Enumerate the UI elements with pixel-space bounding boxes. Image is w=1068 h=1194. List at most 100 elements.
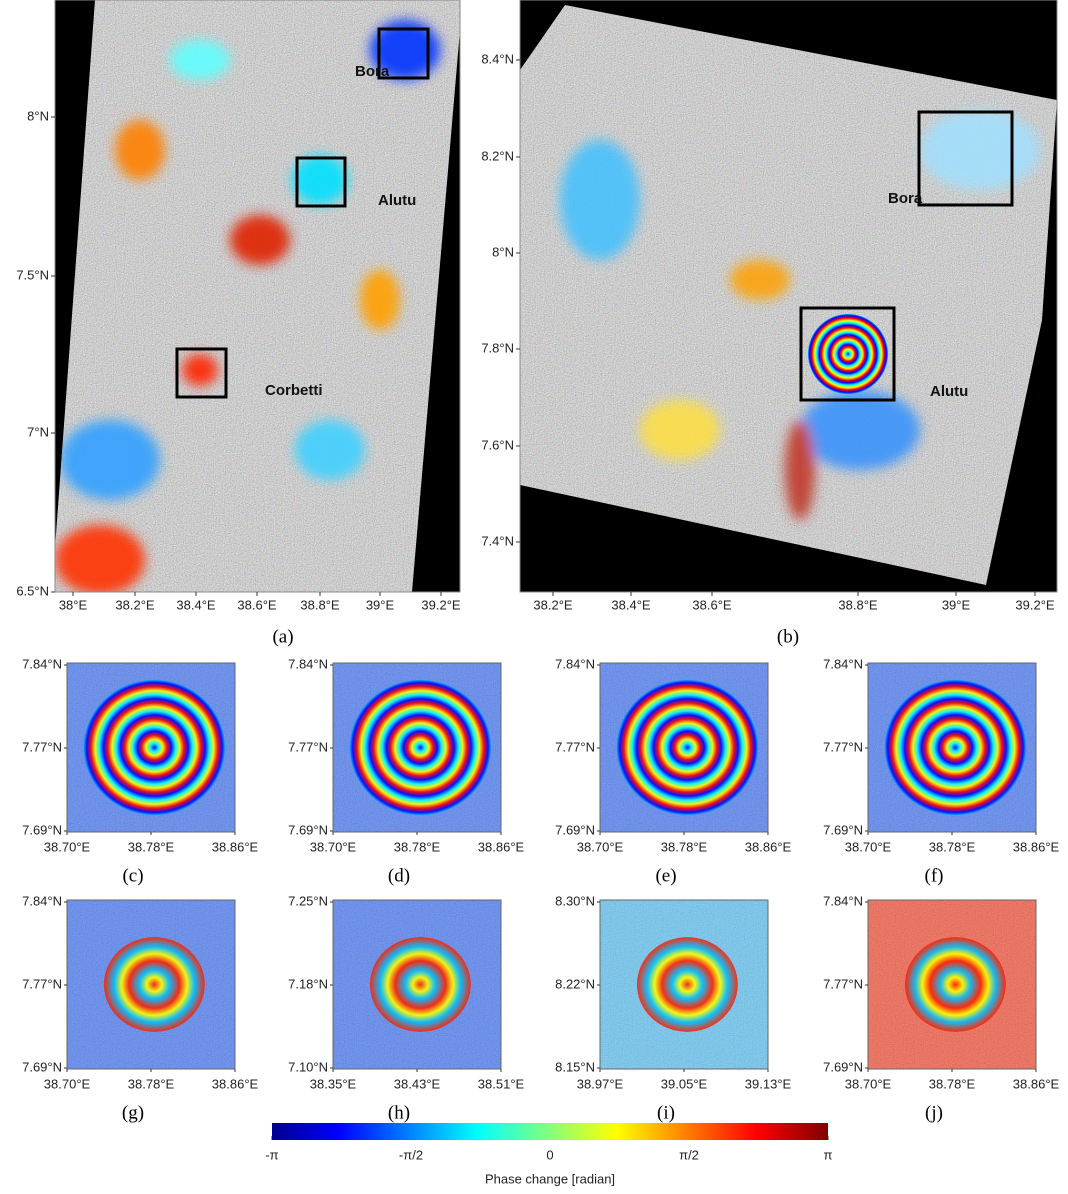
- y-tick-label: 7.77°N: [823, 976, 863, 991]
- colorbar: [272, 1123, 828, 1140]
- inset: [600, 663, 768, 832]
- colorbar-tick-label: π/2: [679, 1147, 699, 1162]
- y-tick-label: 8.22°N: [555, 976, 595, 991]
- panel-caption: (h): [388, 1102, 410, 1123]
- panel-caption: (d): [388, 865, 410, 886]
- y-tick-label: 7.69°N: [823, 822, 863, 837]
- y-tick-label: 7°N: [27, 424, 49, 439]
- x-tick-label: 38.97°E: [577, 1076, 624, 1091]
- y-tick-label: 8.4°N: [481, 51, 514, 66]
- annotation-label: Bora: [888, 190, 923, 207]
- x-tick-label: 38.78°E: [929, 839, 976, 854]
- inset: [868, 663, 1036, 832]
- panel-caption: (g): [122, 1102, 144, 1123]
- x-tick-label: 38.78°E: [128, 1076, 175, 1091]
- deformation-fringes: [905, 937, 1006, 1032]
- y-tick-label: 7.84°N: [823, 893, 863, 908]
- panel-caption: (b): [777, 626, 799, 647]
- deformation-fringes: [885, 680, 1026, 815]
- x-tick-label: 38.86°E: [1013, 1076, 1060, 1091]
- x-tick-label: 38.70°E: [44, 839, 91, 854]
- interferogram-a: [55, 0, 460, 595]
- y-tick-label: 6.5°N: [16, 583, 49, 598]
- y-tick-label: 7.84°N: [555, 656, 595, 671]
- x-tick-label: 38.78°E: [661, 839, 708, 854]
- x-tick-label: 39.13°E: [745, 1076, 792, 1091]
- colorbar-tick-label: π: [824, 1147, 833, 1162]
- y-tick-label: 8°N: [27, 108, 49, 123]
- y-tick-label: 7.84°N: [22, 893, 62, 908]
- y-tick-label: 7.77°N: [22, 739, 62, 754]
- panel-caption: (a): [272, 626, 293, 647]
- panel-caption: (f): [925, 865, 944, 886]
- y-tick-label: 7.77°N: [288, 739, 328, 754]
- inset: [333, 663, 501, 832]
- deformation-fringes: [84, 680, 225, 815]
- deformation-fringes: [104, 937, 205, 1032]
- panel-caption: (i): [657, 1102, 675, 1123]
- x-tick-label: 39.05°E: [661, 1076, 708, 1091]
- x-tick-label: 39.2°E: [1015, 597, 1055, 612]
- x-tick-label: 38.8°E: [838, 597, 878, 612]
- y-tick-label: 7.8°N: [481, 340, 514, 355]
- y-tick-label: 7.69°N: [555, 822, 595, 837]
- x-tick-label: 38.78°E: [929, 1076, 976, 1091]
- y-tick-label: 7.84°N: [823, 656, 863, 671]
- x-tick-label: 38.70°E: [310, 839, 357, 854]
- y-tick-label: 7.77°N: [823, 739, 863, 754]
- x-tick-label: 38.70°E: [44, 1076, 91, 1091]
- y-tick-label: 7.69°N: [22, 1059, 62, 1074]
- panel-caption: (j): [925, 1102, 943, 1123]
- x-tick-label: 38.35°E: [310, 1076, 357, 1091]
- deformation-fringes: [350, 680, 491, 815]
- x-tick-label: 38.70°E: [845, 1076, 892, 1091]
- x-tick-label: 38.4°E: [611, 597, 651, 612]
- x-tick-label: 38.51°E: [478, 1076, 525, 1091]
- x-tick-label: 38.70°E: [577, 839, 624, 854]
- annotation-label: Alutu: [930, 383, 968, 400]
- x-tick-label: 38.43°E: [394, 1076, 441, 1091]
- y-tick-label: 8.15°N: [555, 1059, 595, 1074]
- x-tick-label: 39°E: [942, 597, 971, 612]
- x-tick-label: 38.4°E: [176, 597, 216, 612]
- x-tick-label: 38.6°E: [692, 597, 732, 612]
- inset: [67, 663, 235, 832]
- y-tick-label: 7.18°N: [288, 976, 328, 991]
- figure: 8°N7.5°N7°N6.5°N38°E38.2°E38.4°E38.6°E38…: [0, 0, 1068, 1194]
- x-tick-label: 38.6°E: [237, 597, 277, 612]
- x-tick-label: 39.2°E: [421, 597, 461, 612]
- y-tick-label: 8°N: [492, 244, 514, 259]
- x-tick-label: 38.86°E: [1013, 839, 1060, 854]
- x-tick-label: 38.78°E: [128, 839, 175, 854]
- x-tick-label: 38.86°E: [212, 1076, 259, 1091]
- x-tick-label: 38.2°E: [533, 597, 573, 612]
- inset: [868, 900, 1036, 1069]
- panel-caption: (e): [655, 865, 676, 886]
- y-tick-label: 7.5°N: [16, 267, 49, 282]
- x-tick-label: 38.86°E: [478, 839, 525, 854]
- deformation-fringes: [370, 937, 471, 1032]
- y-tick-label: 7.4°N: [481, 533, 514, 548]
- y-tick-label: 7.77°N: [22, 976, 62, 991]
- y-tick-label: 7.10°N: [288, 1059, 328, 1074]
- x-tick-label: 39°E: [366, 597, 395, 612]
- inset: [67, 900, 235, 1069]
- y-tick-label: 7.69°N: [22, 822, 62, 837]
- colorbar-label: Phase change [radian]: [485, 1171, 615, 1186]
- x-tick-label: 38.86°E: [745, 839, 792, 854]
- x-tick-label: 38.8°E: [300, 597, 340, 612]
- deformation-fringes: [617, 680, 758, 815]
- y-tick-label: 7.6°N: [481, 437, 514, 452]
- x-tick-label: 38.78°E: [394, 839, 441, 854]
- x-tick-label: 38.70°E: [845, 839, 892, 854]
- colorbar-tick-label: -π: [265, 1147, 278, 1162]
- inset: [600, 900, 768, 1069]
- x-tick-label: 38.86°E: [212, 839, 259, 854]
- y-tick-label: 8.2°N: [481, 148, 514, 163]
- y-tick-label: 7.84°N: [22, 656, 62, 671]
- y-tick-label: 7.25°N: [288, 893, 328, 908]
- colorbar-tick-label: -π/2: [399, 1147, 423, 1162]
- deformation-fringes: [637, 937, 738, 1032]
- y-tick-label: 7.77°N: [555, 739, 595, 754]
- panel-caption: (c): [122, 865, 143, 886]
